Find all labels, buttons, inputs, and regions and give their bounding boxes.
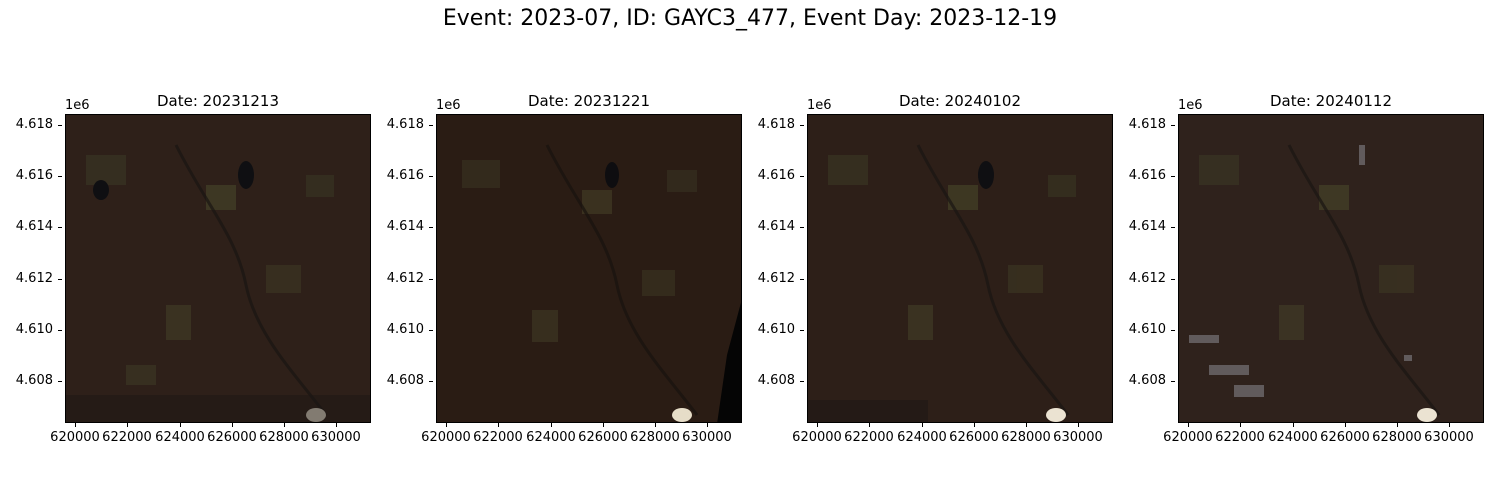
subplot-3: Date: 20240102 1e6 4.618 4.616 4.614 4.6… [742, 0, 1113, 500]
y-offset-label: 1e6 [807, 98, 832, 113]
x-tick: 628000 [625, 423, 685, 445]
y-tick: 4.608 [5, 373, 62, 388]
satellite-image [436, 114, 742, 423]
x-tick: 628000 [254, 423, 314, 445]
y-tick: 4.618 [747, 117, 804, 132]
x-tick: 630000 [306, 423, 366, 445]
satellite-image [1178, 114, 1484, 423]
y-tick: 4.614 [747, 219, 804, 234]
y-tick: 4.608 [1118, 373, 1175, 388]
x-tick: 624000 [892, 423, 952, 445]
y-tick: 4.608 [747, 373, 804, 388]
subplot-title: Date: 20231221 [527, 92, 651, 110]
y-tick: 4.618 [5, 117, 62, 132]
satellite-image [65, 114, 371, 423]
x-tick: 620000 [45, 423, 105, 445]
y-tick: 4.612 [1118, 271, 1175, 286]
subplot-title: Date: 20240112 [1269, 92, 1393, 110]
y-tick: 4.610 [1118, 322, 1175, 337]
x-tick: 630000 [1419, 423, 1479, 445]
x-tick: 624000 [150, 423, 210, 445]
satellite-image-art [66, 115, 370, 422]
x-tick: 622000 [468, 423, 528, 445]
satellite-image-art [437, 115, 741, 422]
y-tick: 4.618 [376, 117, 433, 132]
y-tick: 4.610 [5, 322, 62, 337]
y-offset-label: 1e6 [436, 98, 461, 113]
y-offset-label: 1e6 [65, 98, 90, 113]
subplot-title: Date: 20240102 [898, 92, 1022, 110]
y-offset-label: 1e6 [1178, 98, 1203, 113]
x-tick: 626000 [573, 423, 633, 445]
y-tick: 4.610 [376, 322, 433, 337]
x-tick: 620000 [1158, 423, 1218, 445]
satellite-image [807, 114, 1113, 423]
x-tick: 626000 [1315, 423, 1375, 445]
x-tick: 628000 [1367, 423, 1427, 445]
y-tick: 4.612 [747, 271, 804, 286]
satellite-image-art [808, 115, 1112, 422]
y-tick: 4.610 [747, 322, 804, 337]
subplot-1: Date: 20231213 1e6 4.618 4.616 4.614 4.6… [0, 0, 371, 500]
y-tick: 4.616 [747, 168, 804, 183]
y-tick: 4.616 [5, 168, 62, 183]
y-tick: 4.612 [376, 271, 433, 286]
x-tick: 626000 [944, 423, 1004, 445]
y-tick: 4.614 [5, 219, 62, 234]
figure-title: Event: 2023-07, ID: GAYC3_477, Event Day… [442, 6, 1058, 31]
y-tick: 4.614 [376, 219, 433, 234]
x-tick: 620000 [416, 423, 476, 445]
x-tick: 620000 [787, 423, 847, 445]
x-tick: 624000 [1263, 423, 1323, 445]
x-tick: 630000 [677, 423, 737, 445]
x-tick: 622000 [839, 423, 899, 445]
y-tick: 4.616 [1118, 168, 1175, 183]
subplot-title: Date: 20231213 [156, 92, 280, 110]
x-tick: 624000 [521, 423, 581, 445]
y-tick: 4.618 [1118, 117, 1175, 132]
x-tick: 622000 [1210, 423, 1270, 445]
x-tick: 628000 [996, 423, 1056, 445]
x-tick: 626000 [202, 423, 262, 445]
y-tick: 4.614 [1118, 219, 1175, 234]
subplot-4: Date: 20240112 1e6 4.618 4.616 4.614 4.6… [1113, 0, 1484, 500]
y-tick: 4.616 [376, 168, 433, 183]
subplot-2: Date: 20231221 1e6 4.618 4.616 4.614 4.6… [371, 0, 742, 500]
x-tick: 622000 [97, 423, 157, 445]
x-tick: 630000 [1048, 423, 1108, 445]
satellite-image-art [1179, 115, 1483, 422]
y-tick: 4.612 [5, 271, 62, 286]
y-tick: 4.608 [376, 373, 433, 388]
